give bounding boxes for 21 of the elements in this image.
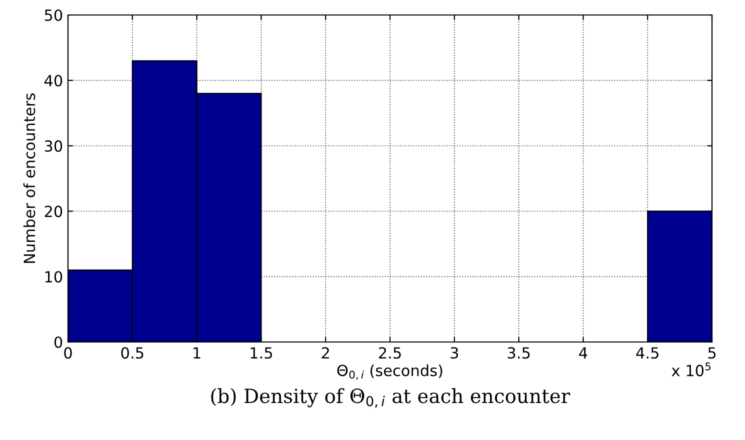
x-tick-label: 1 [194,347,200,358]
y-tick-label: 10 [45,271,62,283]
x-tick-label: 4 [579,347,588,358]
y-tick-label: 0 [54,336,62,348]
x-tick-label: 0.5 [121,347,144,359]
text: x 10$^{5}$ [672,362,711,376]
x-tick-label: 3 [450,347,458,359]
text: (b) Density of Θ$_{0,i}$ at each encounter [211,388,570,408]
x-tick-label: 1.5 [250,347,272,359]
x-tick-label: 2.5 [378,347,401,359]
y-tick-label: 20 [44,206,62,218]
x-tick-label: 0 [64,347,72,359]
y-tick-label: 40 [44,74,62,86]
y-tick-label: 30 [44,140,62,152]
y-axis-title: Number of encounters [23,93,36,263]
x-tick-label: 5 [708,347,716,359]
y-tick-label: 50 [44,9,62,22]
x-tick-label: 2 [322,347,329,358]
x-axis-title: Θ$_{0,i}$ (seconds) [337,364,442,380]
x-tick-label: 4.5 [636,347,658,359]
x-tick-label: 3.5 [508,347,530,359]
